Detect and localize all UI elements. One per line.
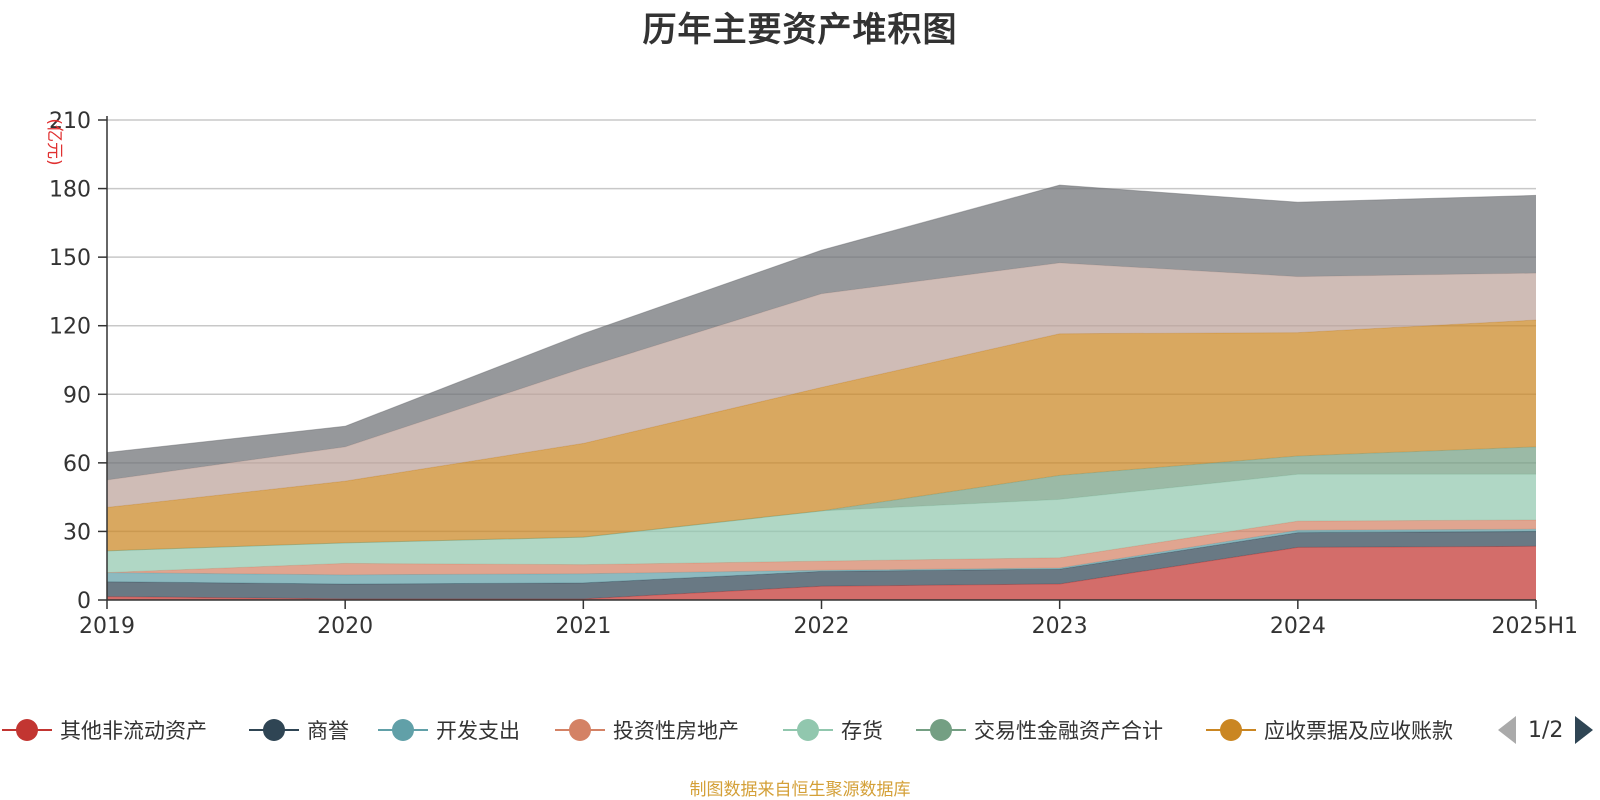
y-tick-label: 30 (63, 520, 91, 545)
y-tick-label: 150 (49, 246, 91, 271)
legend-marker-icon (783, 712, 833, 748)
x-tick-label: 2022 (794, 614, 850, 639)
legend-label: 商誉 (307, 719, 349, 743)
legend-item[interactable]: 其他非流动资产 (2, 712, 207, 748)
stacked-areas (106, 184, 1537, 600)
area-series-0 (107, 546, 1536, 600)
legend-label: 存货 (841, 719, 883, 743)
x-tick-label: 2020 (317, 614, 373, 639)
legend-marker-icon (555, 712, 605, 748)
legend-label: 投资性房地产 (613, 719, 739, 743)
legend-marker-icon (2, 712, 52, 748)
pager-text: 1/2 (1528, 717, 1564, 743)
y-tick-label: 90 (63, 383, 91, 408)
y-tick-label: 60 (63, 452, 91, 477)
area-series-3 (107, 520, 1536, 575)
y-tick-label: 180 (49, 178, 91, 203)
area-series-5 (107, 446, 1536, 551)
legend-item[interactable]: 应收票据及应收账款 (1206, 712, 1453, 748)
source-note: 制图数据来自恒生聚源数据库 (689, 780, 911, 800)
y-tick-label: 0 (77, 589, 91, 614)
legend-item[interactable]: 开发支出 (378, 712, 520, 748)
x-tick-label: 2019 (79, 614, 135, 639)
legend-label: 交易性金融资产合计 (974, 719, 1163, 743)
y-tick-label: 120 (49, 315, 91, 340)
legend-marker-icon (916, 712, 966, 748)
area-series-8 (107, 185, 1536, 480)
area-edge-8 (106, 184, 1537, 454)
x-tick-label: 2021 (555, 614, 611, 639)
area-series-2 (107, 529, 1536, 584)
axes: 0 30 60 90 120 150 180 210 2019 2020 2021 2022 2023 2… (49, 109, 1578, 639)
area-series-7 (107, 262, 1536, 508)
legend-item[interactable]: 交易性金融资产合计 (916, 712, 1163, 748)
legend-marker-icon (1206, 712, 1256, 748)
x-tick-label: 2023 (1032, 614, 1088, 639)
x-tick-label: 2025H1 (1491, 614, 1578, 639)
area-series-6 (107, 320, 1536, 551)
y-tick-label: 210 (49, 109, 91, 134)
area-series-1 (107, 531, 1536, 599)
legend-marker-icon (249, 712, 299, 748)
area-series-4 (107, 474, 1536, 573)
legend-item[interactable]: 商誉 (249, 712, 349, 748)
legend-marker-icon (378, 712, 428, 748)
pager-next-icon[interactable] (1575, 716, 1594, 744)
y-axis-label: (亿元) (44, 118, 64, 165)
legend-label: 其他非流动资产 (60, 719, 207, 743)
legend-label: 应收票据及应收账款 (1264, 719, 1453, 743)
pager-prev-icon[interactable] (1498, 716, 1516, 744)
legend-label: 开发支出 (436, 719, 520, 743)
legend-item[interactable]: 投资性房地产 (555, 712, 739, 748)
chart-area: 0 30 60 90 120 150 180 210 2019 2020 2021 2022 2023 2… (44, 109, 1578, 639)
legend-pager: 1/2 (1498, 712, 1594, 748)
x-tick-label: 2024 (1270, 614, 1326, 639)
legend-item[interactable]: 存货 (783, 712, 883, 748)
chart-title: 历年主要资产堆积图 (642, 10, 958, 50)
legend: 其他非流动资产 商誉 开发支出 投资性房地产 存货 交易性金融资产合计 应收票据及应收账款 (0, 712, 1600, 752)
